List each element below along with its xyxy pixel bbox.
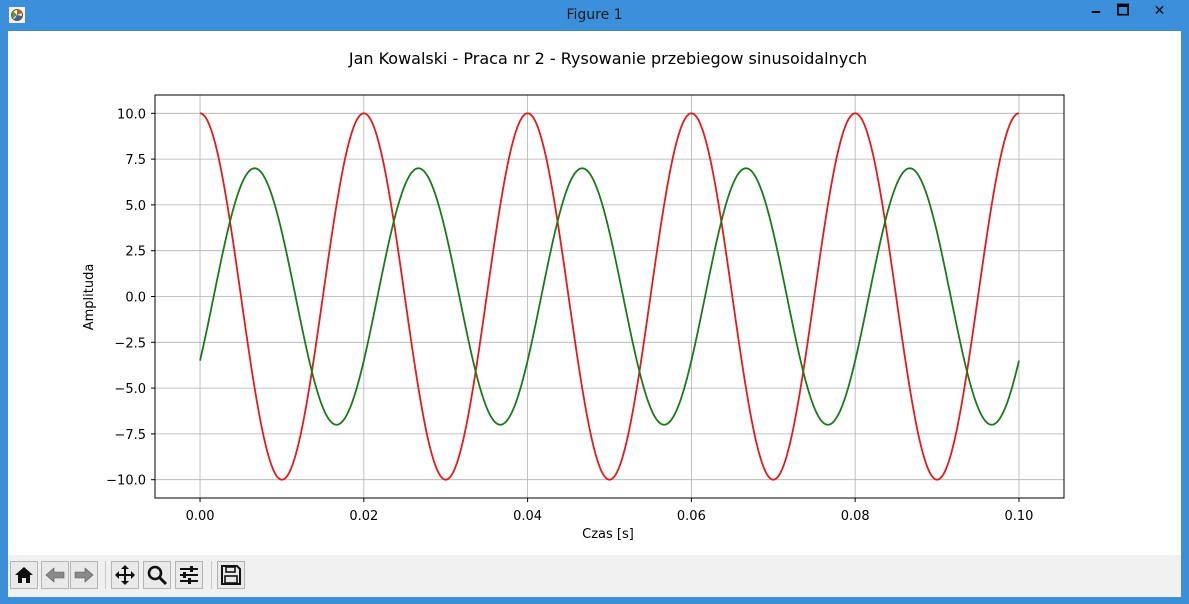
app-icon — [9, 7, 25, 23]
y-tick-label: −10.0 — [106, 474, 146, 489]
toolbar-separator — [105, 561, 106, 589]
move-icon — [115, 565, 135, 585]
minimize-icon: 🗕 — [1091, 3, 1101, 19]
minimize-button[interactable]: 🗕 — [1083, 0, 1109, 22]
arrow-left-icon — [45, 567, 65, 583]
pan-button[interactable] — [111, 561, 139, 589]
window-title: Figure 1 — [566, 7, 623, 23]
y-tick-label: 7.5 — [125, 153, 146, 168]
maximize-icon: 🗖 — [1116, 3, 1130, 19]
home-icon — [15, 567, 33, 583]
zoom-button[interactable] — [143, 561, 171, 589]
floppy-disk-icon — [221, 565, 241, 585]
chart: Jan Kowalski - Praca nr 2 - Rysowanie pr… — [82, 49, 1065, 542]
toolbar-separator — [211, 561, 212, 589]
x-axis-label: Czas [s] — [582, 527, 634, 542]
back-button[interactable] — [41, 561, 69, 589]
series-line-2 — [199, 167, 1020, 426]
magnifier-icon — [147, 565, 168, 586]
y-axis-label: Amplituda — [82, 264, 97, 331]
maximize-button[interactable]: 🗖 — [1110, 0, 1136, 22]
sliders-icon — [180, 566, 198, 584]
y-tick-label: 10.0 — [117, 107, 146, 122]
save-button[interactable] — [217, 561, 245, 589]
close-button[interactable]: ✕ — [1137, 0, 1182, 22]
y-tick-label: 5.0 — [125, 199, 146, 214]
x-tick-label: 0.10 — [1004, 509, 1033, 524]
y-tick-label: 0.0 — [125, 291, 146, 306]
navigation-toolbar — [8, 555, 1181, 597]
y-tick-label: −7.5 — [114, 428, 146, 443]
y-tick-label: −5.0 — [114, 382, 146, 397]
arrow-right-icon — [74, 567, 94, 583]
y-tick-label: −2.5 — [114, 336, 146, 351]
close-icon: ✕ — [1153, 3, 1166, 19]
x-tick-label: 0.00 — [186, 509, 215, 524]
y-tick-label: 2.5 — [125, 245, 146, 260]
x-tick-label: 0.08 — [841, 509, 870, 524]
x-tick-label: 0.06 — [677, 509, 706, 524]
window-titlebar[interactable]: Figure 1 🗕 🗖 ✕ — [0, 0, 1189, 30]
configure-subplots-button[interactable] — [175, 561, 203, 589]
series-line-1 — [199, 112, 1020, 481]
forward-button[interactable] — [70, 561, 98, 589]
chart-title: Jan Kowalski - Praca nr 2 - Rysowanie pr… — [348, 49, 867, 68]
home-button[interactable] — [10, 561, 38, 589]
figure-canvas[interactable]: Jan Kowalski - Praca nr 2 - Rysowanie pr… — [8, 31, 1181, 597]
x-tick-label: 0.02 — [349, 509, 378, 524]
x-tick-label: 0.04 — [513, 509, 542, 524]
